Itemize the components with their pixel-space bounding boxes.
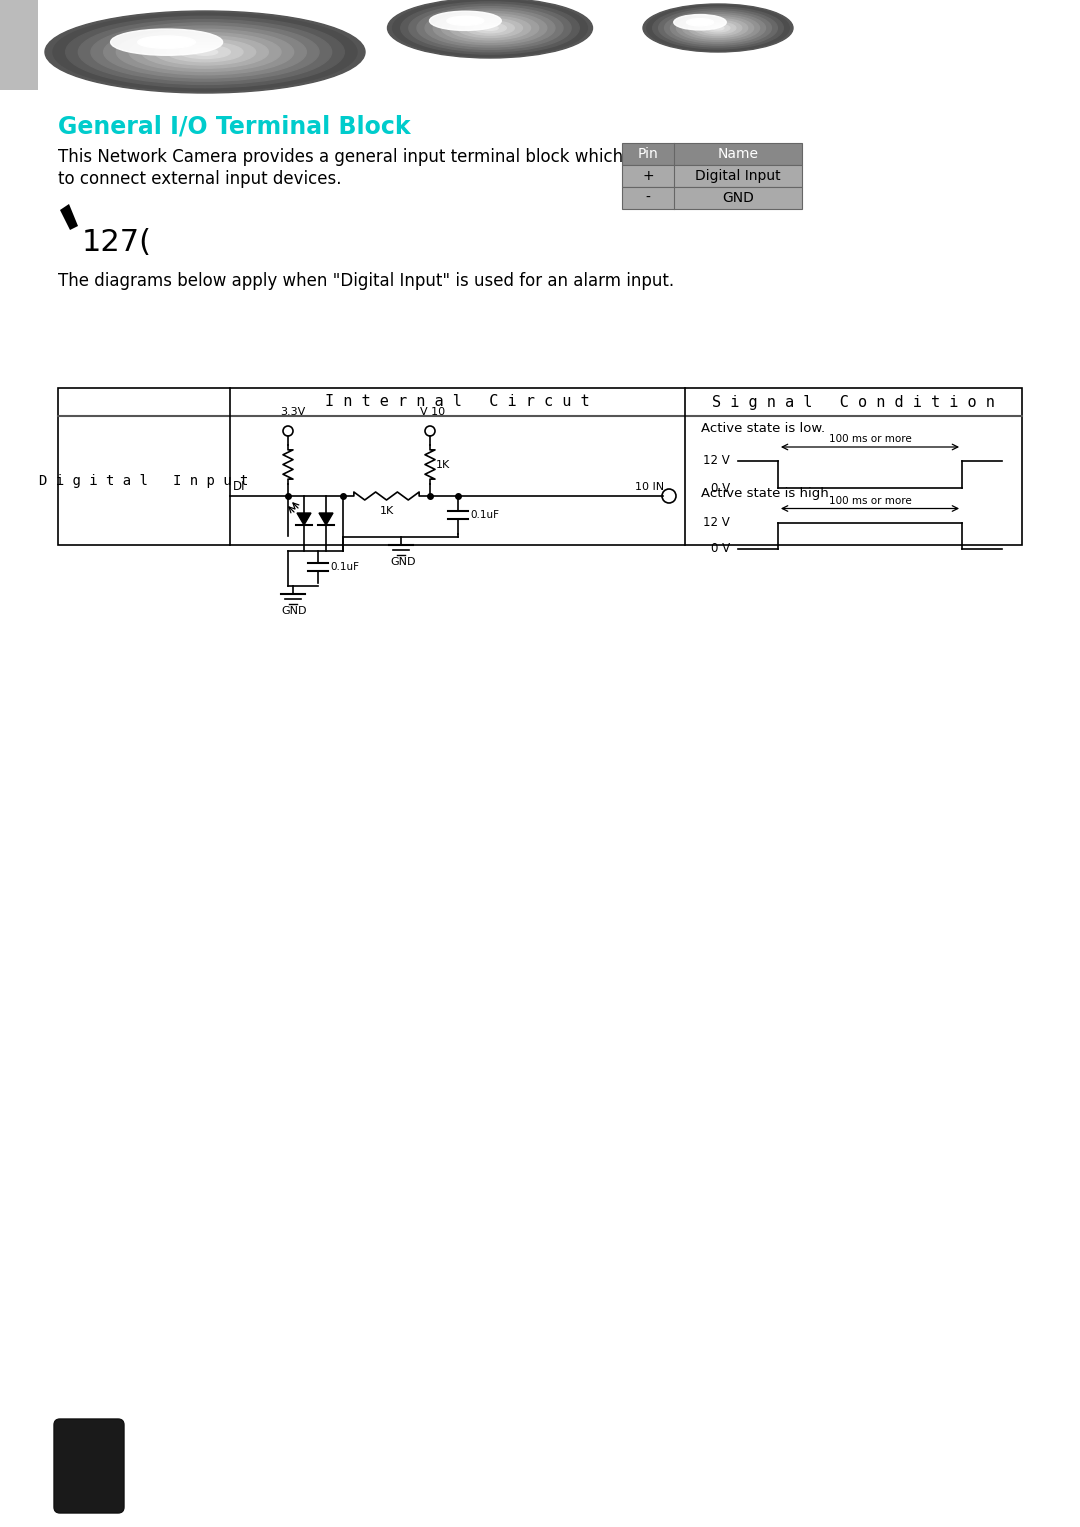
Ellipse shape	[712, 26, 724, 31]
Ellipse shape	[474, 23, 507, 32]
Text: 0.1uF: 0.1uF	[470, 510, 499, 521]
Ellipse shape	[167, 43, 243, 61]
Text: DI: DI	[233, 479, 245, 493]
Ellipse shape	[659, 9, 778, 47]
Ellipse shape	[664, 11, 771, 46]
Text: 0.1uF: 0.1uF	[330, 562, 359, 573]
Ellipse shape	[117, 29, 294, 75]
Ellipse shape	[192, 49, 218, 55]
Text: I n t e r n a l   C i r c u t: I n t e r n a l C i r c u t	[325, 394, 590, 409]
Ellipse shape	[179, 46, 230, 58]
Ellipse shape	[482, 26, 498, 31]
Bar	[622, 165, 802, 186]
Text: +: +	[643, 169, 653, 183]
Ellipse shape	[401, 2, 579, 53]
Text: Active state is low.: Active state is low.	[701, 421, 825, 435]
Ellipse shape	[694, 20, 742, 35]
Ellipse shape	[129, 32, 281, 72]
Ellipse shape	[687, 18, 714, 26]
Text: GND: GND	[723, 191, 754, 205]
Ellipse shape	[91, 23, 319, 81]
Text: Active state is high.: Active state is high.	[701, 487, 833, 499]
Polygon shape	[60, 205, 78, 231]
Ellipse shape	[447, 17, 484, 26]
Text: GND: GND	[391, 557, 416, 567]
Ellipse shape	[79, 20, 332, 84]
Ellipse shape	[433, 11, 546, 44]
Ellipse shape	[671, 12, 766, 43]
Ellipse shape	[409, 5, 571, 52]
Ellipse shape	[388, 0, 593, 58]
Text: Name: Name	[717, 147, 758, 160]
Ellipse shape	[449, 17, 530, 40]
Ellipse shape	[426, 9, 555, 47]
Text: Digital Input: Digital Input	[696, 169, 781, 183]
Bar	[0, 0, 38, 90]
Ellipse shape	[393, 0, 588, 56]
Text: General I/O Terminal Block: General I/O Terminal Block	[58, 115, 410, 139]
Ellipse shape	[66, 17, 345, 87]
Ellipse shape	[430, 11, 501, 31]
Text: GND: GND	[281, 606, 307, 615]
Ellipse shape	[706, 24, 730, 32]
Polygon shape	[319, 513, 333, 525]
Ellipse shape	[647, 5, 789, 50]
Ellipse shape	[465, 21, 514, 35]
Text: 12 V: 12 V	[703, 455, 730, 467]
Ellipse shape	[700, 23, 735, 34]
Text: 3.3V: 3.3V	[280, 408, 306, 417]
Text: V 10: V 10	[420, 408, 445, 417]
Ellipse shape	[45, 11, 365, 93]
Ellipse shape	[643, 5, 793, 52]
Ellipse shape	[110, 29, 222, 55]
Text: 1K: 1K	[436, 460, 450, 469]
Text: 100 ms or more: 100 ms or more	[828, 495, 912, 505]
Ellipse shape	[674, 15, 726, 31]
Text: The diagrams below apply when "Digital Input" is used for an alarm input.: The diagrams below apply when "Digital I…	[58, 272, 674, 290]
Text: Pin: Pin	[637, 147, 659, 160]
Ellipse shape	[154, 40, 256, 66]
Ellipse shape	[683, 17, 754, 40]
Text: 1K: 1K	[379, 505, 393, 516]
Text: S i g n a l   C o n d i t i o n: S i g n a l C o n d i t i o n	[712, 394, 995, 409]
Ellipse shape	[53, 14, 357, 92]
Text: 10 IN: 10 IN	[635, 483, 664, 492]
Ellipse shape	[442, 14, 539, 43]
Ellipse shape	[458, 18, 523, 38]
Text: 127(: 127(	[82, 228, 152, 257]
Ellipse shape	[652, 8, 783, 49]
Ellipse shape	[417, 6, 563, 49]
Text: 100 ms or more: 100 ms or more	[828, 434, 912, 444]
Ellipse shape	[141, 35, 268, 69]
FancyBboxPatch shape	[54, 1419, 124, 1513]
Ellipse shape	[676, 15, 759, 41]
Bar	[58, 388, 1022, 545]
Text: 12 V: 12 V	[703, 516, 730, 528]
Ellipse shape	[104, 26, 307, 78]
Text: to connect external input devices.: to connect external input devices.	[58, 169, 341, 188]
Text: This Network Camera provides a general input terminal block which is used: This Network Camera provides a general i…	[58, 148, 687, 166]
Text: -: -	[646, 191, 650, 205]
Ellipse shape	[688, 18, 747, 38]
Text: 0 V: 0 V	[711, 542, 730, 554]
Text: 0 V: 0 V	[711, 481, 730, 495]
Bar	[622, 186, 802, 209]
Text: D i g i t a l   I n p u t: D i g i t a l I n p u t	[39, 473, 248, 487]
Polygon shape	[297, 513, 311, 525]
Ellipse shape	[138, 37, 195, 49]
Bar	[622, 144, 802, 165]
